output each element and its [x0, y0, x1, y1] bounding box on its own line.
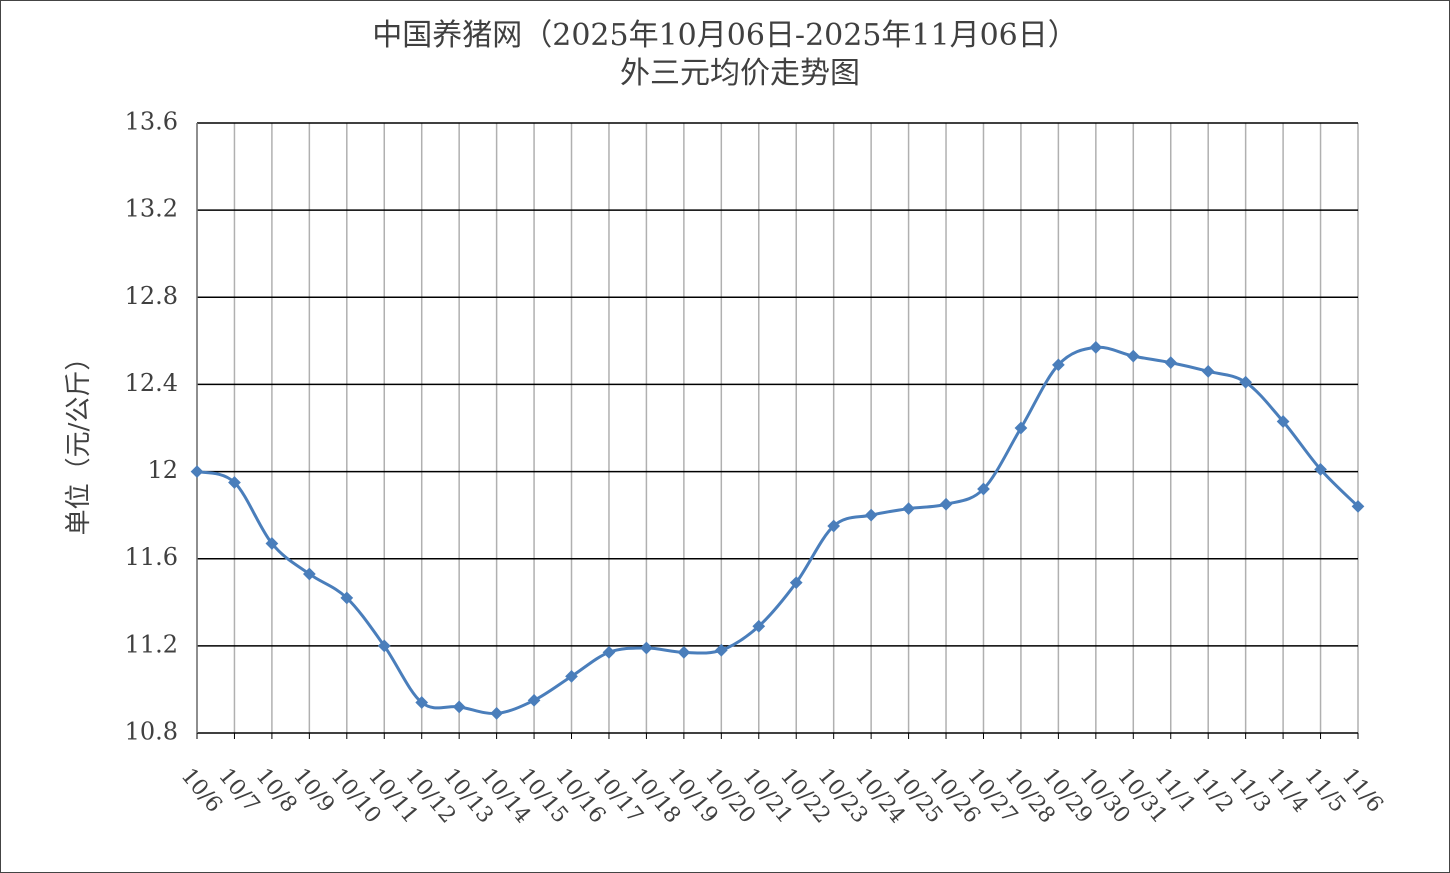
y-tick-label: 12 — [147, 456, 178, 484]
marker — [190, 465, 204, 478]
marker — [864, 508, 878, 522]
y-tick-label: 12.4 — [125, 369, 178, 397]
y-tick-label: 10.8 — [125, 718, 178, 746]
marker — [228, 476, 241, 489]
y-axis-label: 单位（元/公斤） — [64, 345, 94, 536]
chart-subtitle: 外三元均价走势图 — [620, 56, 860, 91]
y-tick-label: 11.6 — [125, 543, 178, 571]
y-tick-label: 13.2 — [125, 195, 178, 223]
y-tick-label: 12.8 — [125, 282, 178, 310]
y-tick-label: 13.6 — [125, 108, 178, 136]
chart-title: 中国养猪网（2025年10月06日-2025年11月06日） — [372, 18, 1078, 53]
y-tick-label: 11.2 — [125, 630, 178, 658]
